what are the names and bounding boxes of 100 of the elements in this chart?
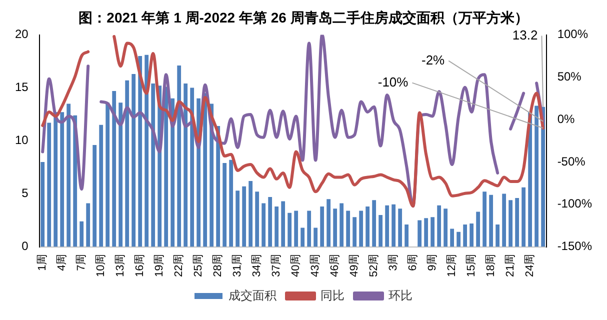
bar [80, 221, 84, 247]
bar [418, 220, 422, 247]
y2-tick-label: -50% [557, 154, 586, 168]
bar [92, 145, 97, 247]
bar [450, 228, 454, 247]
bar [118, 102, 123, 247]
x-tick-label: 4周 [56, 254, 68, 271]
bar [40, 162, 45, 247]
bar [424, 218, 428, 247]
bar [248, 181, 253, 247]
bar [456, 232, 461, 247]
bar [164, 86, 168, 247]
legend-label: 环比 [388, 288, 412, 302]
bar [496, 224, 500, 247]
bar [255, 192, 260, 247]
bar [47, 122, 52, 247]
bar [54, 112, 58, 247]
bar [482, 192, 487, 247]
x-tick-label: 16周 [134, 254, 146, 278]
bar [314, 228, 318, 247]
legend-label: 同比 [320, 288, 344, 302]
data-label: -10% [378, 74, 409, 90]
bar [489, 194, 494, 247]
y2-tick-label: -100% [557, 196, 592, 211]
bar [359, 210, 364, 247]
bar [372, 200, 376, 247]
bar [268, 196, 272, 247]
bar [470, 223, 474, 247]
bar [430, 217, 435, 247]
bar [346, 210, 350, 247]
bar [352, 217, 357, 247]
bar [515, 198, 520, 247]
bar [398, 208, 402, 247]
bar [99, 124, 104, 247]
x-tick-label: 15周 [466, 254, 478, 278]
bar [86, 203, 90, 247]
x-tick-label: 34周 [251, 254, 264, 278]
x-tick-label: 49周 [348, 254, 361, 278]
bar [307, 210, 312, 247]
bar [463, 224, 468, 247]
y-tick-label: 20 [14, 27, 29, 42]
bar [222, 163, 227, 247]
bar [294, 210, 298, 247]
bar [333, 208, 338, 247]
y-tick-label: 15 [14, 80, 29, 94]
x-tick-label: 28周 [212, 254, 224, 278]
bar [340, 203, 344, 247]
bar [437, 205, 442, 247]
y2-tick-label: -150% [557, 239, 592, 254]
x-tick-label: 43周 [310, 254, 322, 278]
x-tick-label: 10周 [95, 254, 108, 278]
data-label: -2% [421, 52, 446, 68]
x-tick-label: 19周 [154, 254, 166, 278]
bar [522, 187, 526, 247]
x-tick-label: 31周 [232, 254, 244, 278]
x-tick-label: 46周 [329, 254, 342, 278]
x-tick-label: 21周 [504, 254, 517, 278]
y2-tick-label: 100% [557, 27, 588, 42]
bar [534, 106, 539, 247]
bar [541, 106, 546, 247]
bar [274, 206, 279, 247]
x-tick-label: 9周 [426, 254, 439, 271]
x-tick-label: 25周 [192, 254, 205, 278]
bar [229, 160, 234, 247]
x-tick-label: 3周 [388, 254, 400, 271]
x-tick-label: 18周 [485, 254, 498, 278]
x-tick-label: 52周 [368, 254, 380, 278]
bar [184, 84, 188, 247]
bar [508, 200, 513, 247]
bar [144, 54, 149, 247]
bar [177, 66, 182, 247]
x-tick-label: 12周 [446, 254, 458, 278]
x-tick-label: 7周 [76, 254, 88, 271]
bar [190, 88, 194, 247]
x-tick-label: 1周 [36, 254, 49, 271]
data-label: 13.2 [512, 27, 538, 42]
x-tick-label: 22周 [173, 254, 186, 278]
bar [366, 206, 370, 247]
bar [444, 208, 448, 247]
x-tick-label: 24周 [524, 254, 536, 278]
bar [106, 102, 110, 247]
bar [288, 212, 292, 247]
bar [132, 74, 136, 247]
x-tick-label: 40周 [290, 254, 302, 278]
bar [320, 206, 324, 247]
bar [326, 199, 331, 247]
legend-label: 成交面积 [228, 288, 276, 302]
chart-title: 图：2021 年第 1 周-2022 年第 26 周青岛二手住房成交面积（万平方米） [78, 9, 528, 26]
bar [300, 228, 305, 247]
bar [203, 93, 208, 247]
bar [404, 224, 409, 247]
bar [476, 212, 480, 247]
bar [392, 204, 396, 247]
bar [242, 186, 246, 247]
bar [125, 80, 130, 247]
x-tick-label: 37周 [270, 254, 283, 278]
y-tick-label: 0 [22, 239, 29, 254]
bar [138, 56, 142, 247]
bar [151, 84, 156, 247]
bar [60, 112, 64, 247]
